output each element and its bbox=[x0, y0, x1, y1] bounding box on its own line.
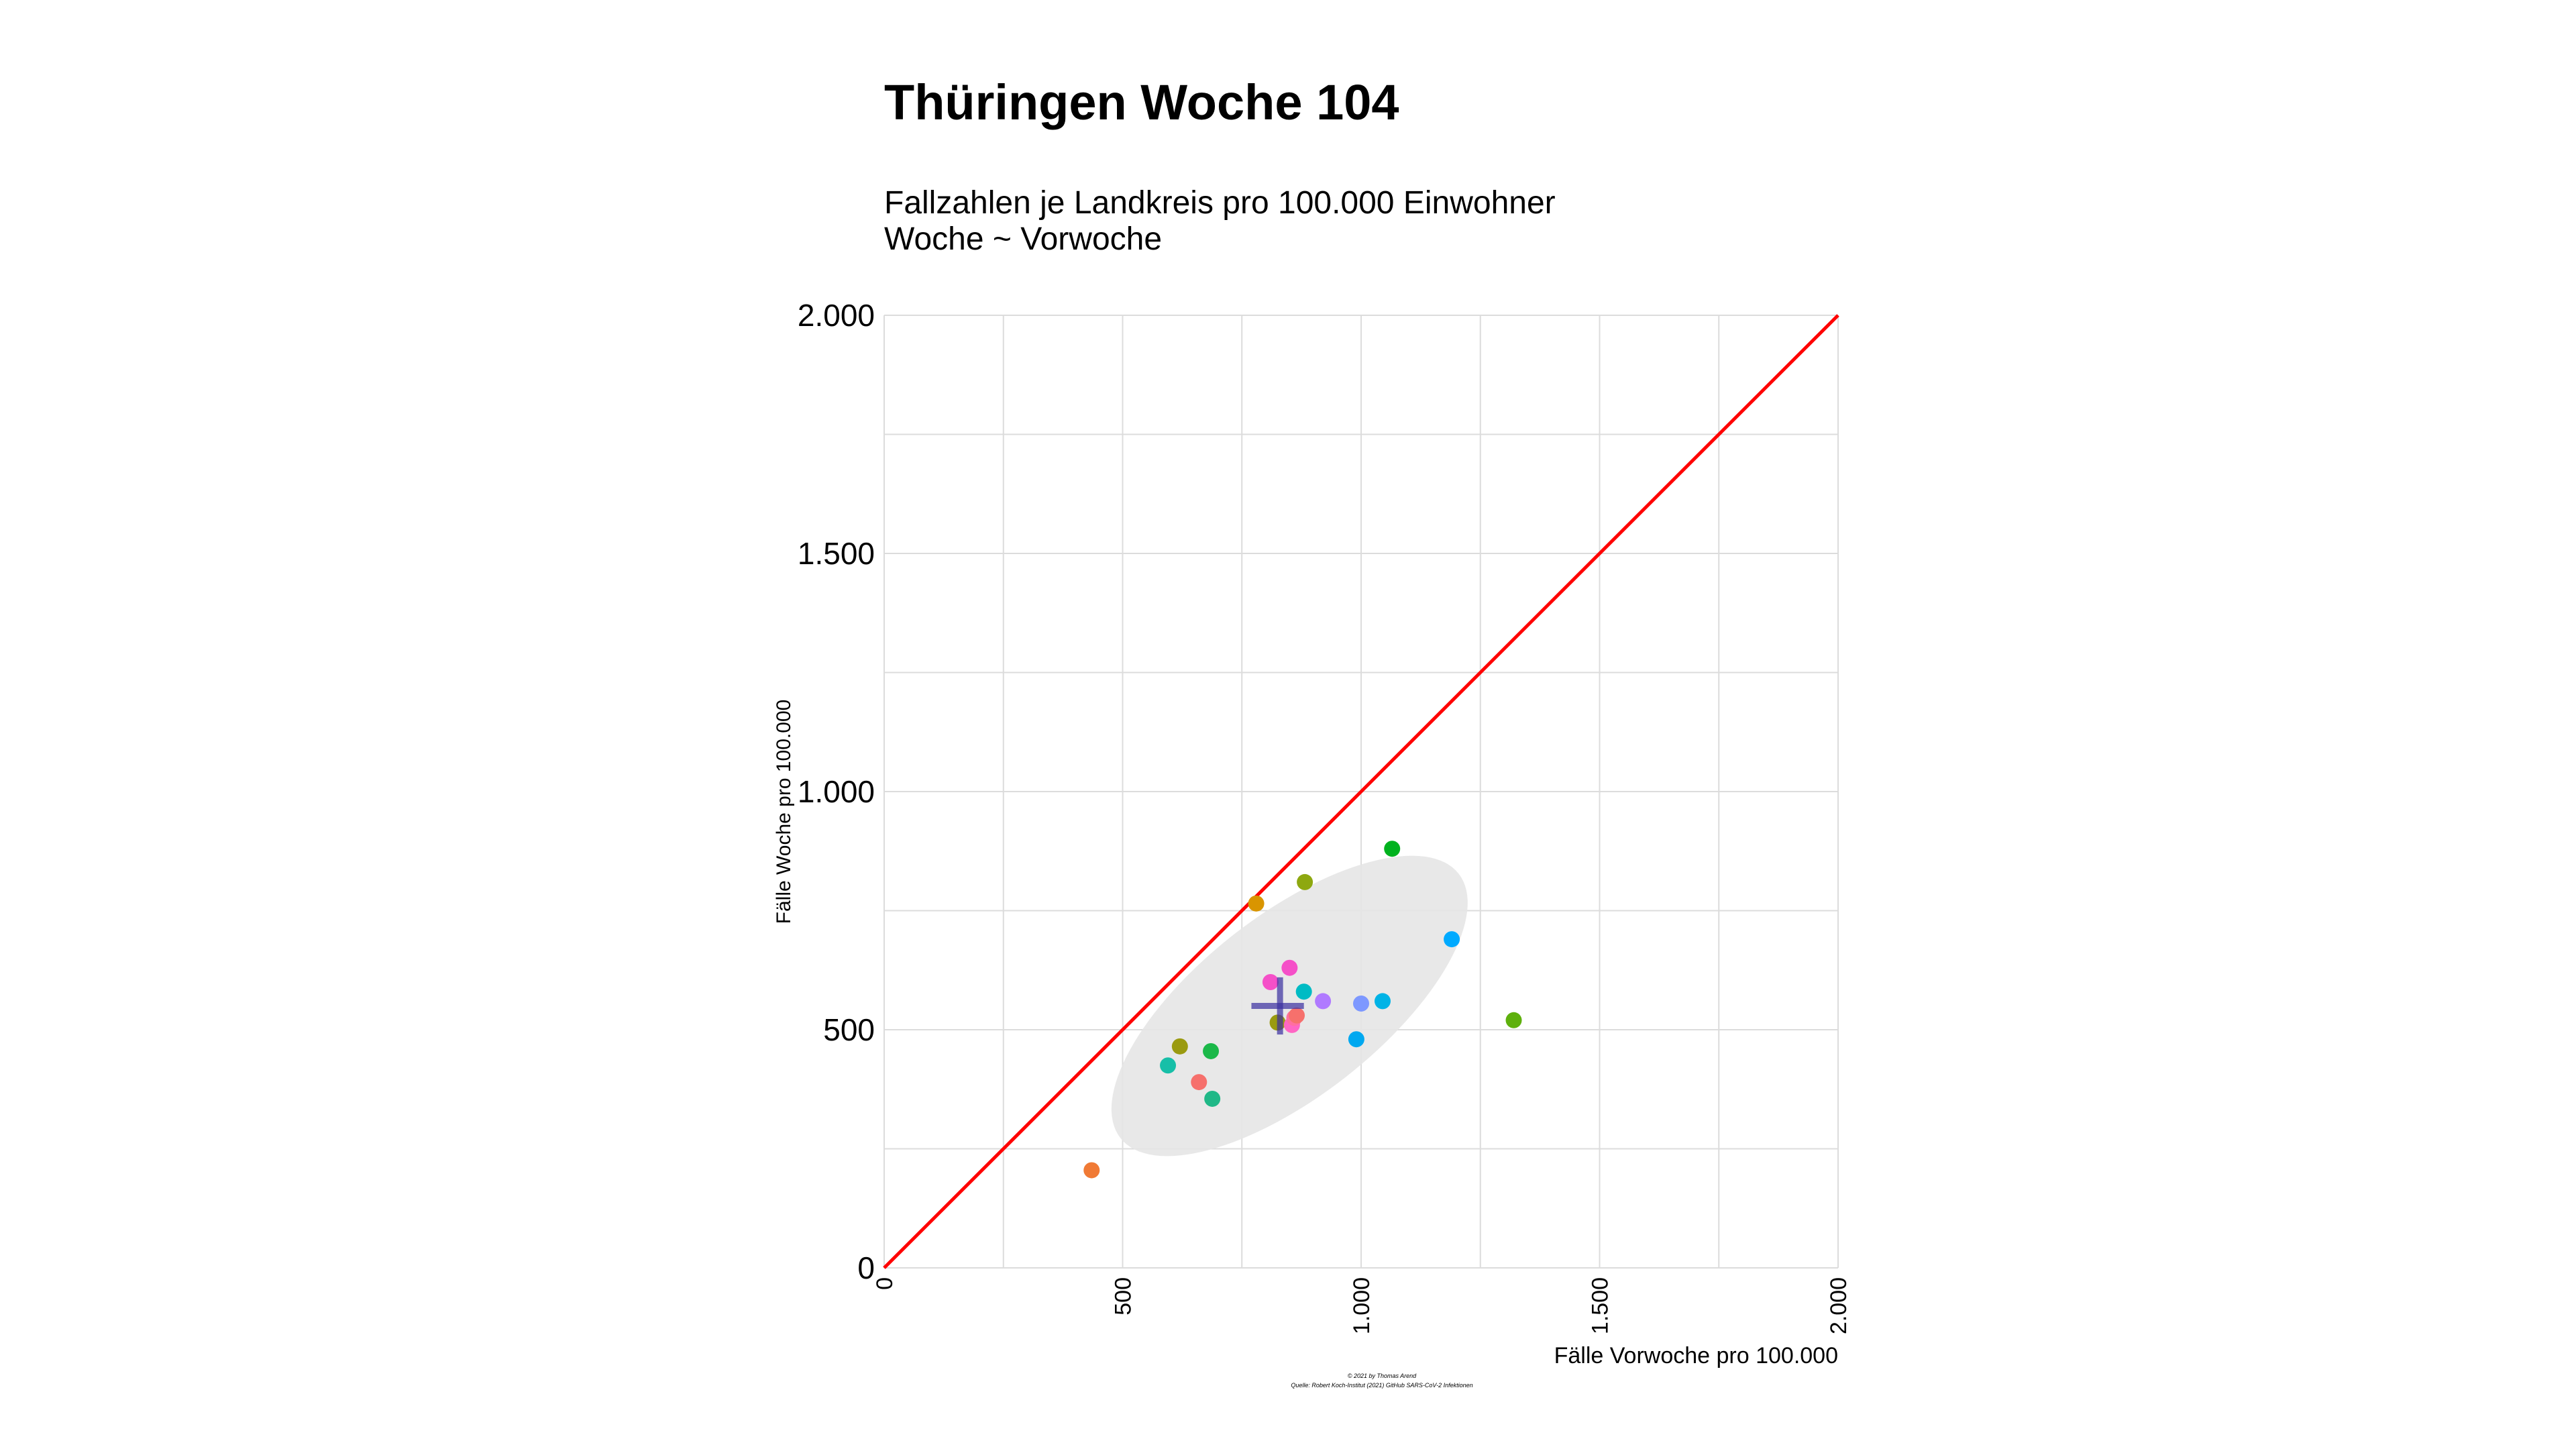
data-point bbox=[1171, 1038, 1188, 1055]
x-tick-label: 500 bbox=[1111, 1277, 1136, 1316]
data-point bbox=[1281, 959, 1298, 976]
y-tick-label: 1.500 bbox=[798, 536, 875, 571]
x-axis-label: Fälle Vorwoche pro 100.000 bbox=[1554, 1343, 1838, 1368]
data-point bbox=[1315, 993, 1332, 1010]
y-axis-label: Fälle Woche pro 100.000 bbox=[773, 700, 795, 924]
data-point bbox=[1203, 1042, 1220, 1059]
data-point bbox=[1374, 993, 1391, 1010]
data-point bbox=[1348, 1031, 1364, 1048]
data-point bbox=[1289, 1007, 1305, 1024]
y-tick-label: 2.000 bbox=[798, 298, 875, 333]
plot-panel: 0 500 1.000 1.500 2.000 0 500 1.000 1.500 2.000 bbox=[798, 298, 1851, 1334]
chart-subtitle-line-1: Fallzahlen je Landkreis pro 100.000 Einw… bbox=[884, 185, 1556, 221]
caption-line-1: © 2021 by Thomas Arend bbox=[1348, 1373, 1417, 1379]
data-point bbox=[1505, 1012, 1522, 1028]
data-point bbox=[1444, 931, 1460, 948]
y-tick-label: 0 bbox=[857, 1250, 875, 1285]
data-point bbox=[1160, 1057, 1177, 1074]
data-point bbox=[1384, 841, 1401, 857]
x-tick-label: 1.500 bbox=[1588, 1277, 1613, 1334]
chart-title: Thüringen Woche 104 bbox=[884, 74, 1399, 130]
chart-subtitle-line-2: Woche ~ Vorwoche bbox=[884, 221, 1162, 257]
caption-line-2: Quelle: Robert Koch-Institut (2021) GitH… bbox=[1291, 1382, 1472, 1389]
data-point bbox=[1204, 1090, 1221, 1107]
data-point bbox=[1295, 983, 1312, 1000]
data-point bbox=[1297, 873, 1313, 890]
y-tick-label: 1.000 bbox=[798, 774, 875, 809]
reference-line bbox=[883, 314, 1839, 1269]
x-tick-label: 1.000 bbox=[1349, 1277, 1375, 1334]
data-point bbox=[1083, 1162, 1100, 1179]
x-tick-label: 2.000 bbox=[1826, 1277, 1851, 1334]
data-point bbox=[1262, 974, 1279, 990]
data-point bbox=[1191, 1074, 1208, 1091]
x-tick-label: 0 bbox=[872, 1277, 898, 1290]
data-point bbox=[1248, 895, 1265, 912]
data-point bbox=[1353, 995, 1369, 1012]
y-tick-label: 500 bbox=[823, 1012, 875, 1047]
